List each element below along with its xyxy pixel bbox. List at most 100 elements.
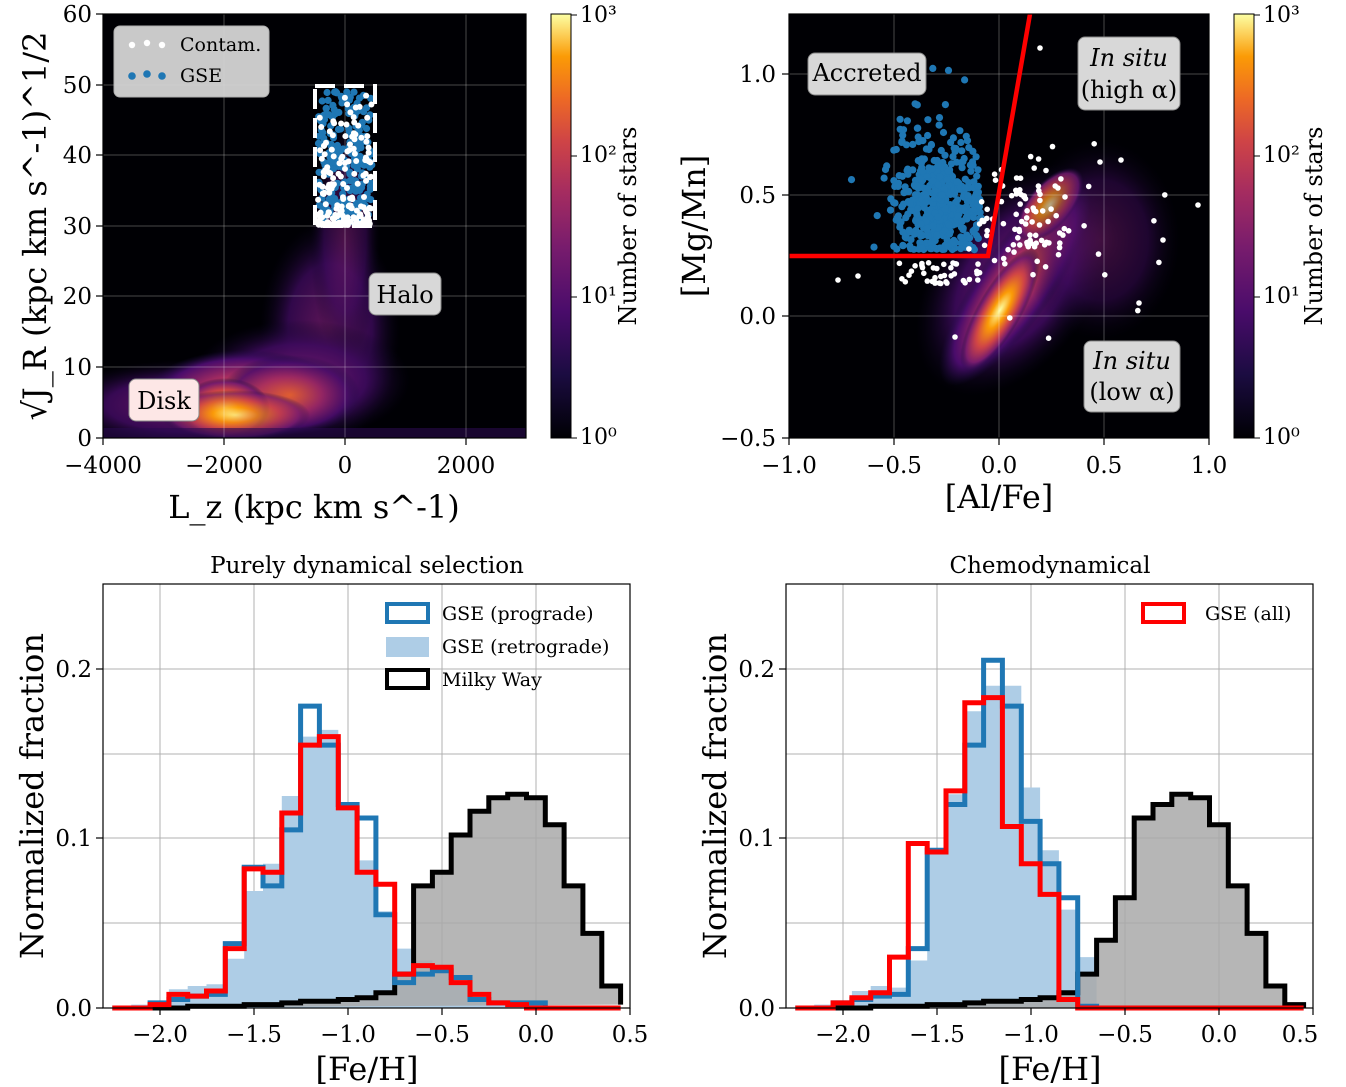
gse-point [976,208,984,216]
contam-point [363,92,370,99]
contam-point [1043,167,1049,174]
contam-point [1000,255,1007,262]
contam-point [1010,242,1017,248]
hist-series-gse-retrograde- [112,729,621,1008]
gse-point [924,224,932,232]
contam-point [339,153,346,160]
panel-b: Accreted In situ (high α) In situ (low α… [675,3,1328,516]
gse-point [348,176,357,185]
gse-point [324,96,332,104]
contam-point [321,142,327,149]
ytick-label: 0.5 [739,183,776,209]
colorbar-b [1233,13,1255,439]
colorbar-b-tick-label: 10² [1263,143,1300,168]
gse-point [929,222,937,230]
contam-point [1081,223,1087,229]
contam-point [1151,218,1157,224]
gse-point [896,115,904,123]
contam-point [912,263,918,269]
contam-point [331,120,338,127]
panel-d-xticklabels: −2.0 −1.5 −1.0 −0.5 0.0 0.5 [815,1022,1318,1048]
contam-point [351,170,358,177]
annotation-accreted-text: Accreted [811,59,921,87]
ytick-label: 0.1 [55,826,92,852]
gse-point [323,88,331,97]
contam-point [328,146,335,153]
panel-b-ylabel: [Mg/Mn] [675,155,713,297]
hist-series-gse-light-blue-fill- [795,685,1304,1008]
annotation-insitu-low-line1: In situ [1092,347,1171,375]
contam-point [974,270,980,277]
gse-point [924,232,932,240]
gse-point [898,203,906,211]
gse-point [951,198,960,207]
contam-point [1005,246,1011,253]
gse-point [949,153,957,161]
panel-c: Purely dynamical selection GSE (prograde… [13,553,648,1087]
gse-point [335,108,343,116]
gse-point [315,132,323,140]
contam-point [321,189,328,196]
contam-point [1022,221,1029,227]
contam-point [1062,194,1068,200]
colorbar-b-ticks [1254,14,1260,439]
contam-point [318,155,325,162]
contam-point [1027,153,1034,160]
contam-point [337,209,344,216]
gse-point [944,66,953,74]
annotation-accreted: Accreted [807,52,927,96]
contam-point [320,173,327,180]
legend-c-label-milkyway: Milky Way [442,669,542,691]
contam-point [1007,315,1013,321]
gse-point [899,242,907,250]
contam-point [966,246,972,252]
legend-c-marker-milkyway [385,668,430,690]
legend-c-marker-prograde [385,602,430,624]
gse-point [958,147,966,155]
xtick-label: −4000 [64,453,142,479]
annotation-insitu-high: In situ (high α) [1077,36,1181,111]
contam-point [1016,226,1022,233]
xtick-label: −2.0 [132,1022,188,1048]
gse-point [956,127,964,135]
gse-point [899,126,908,134]
gse-point [954,212,962,220]
panel-c-xlabel: [Fe/H] [315,1050,418,1087]
legend-marker-gse [128,70,166,80]
ytick-label: 0.0 [738,996,775,1022]
gse-point [907,236,915,244]
legend-c-marker-retrograde [386,637,429,657]
gse-point [938,191,946,199]
hist-series-gse-red- [112,734,621,1011]
gse-point [322,104,330,112]
contam-point [365,213,372,220]
xtick-label: −0.5 [414,1022,470,1048]
contam-point [322,201,329,208]
panel-d-xlabel: [Fe/H] [998,1050,1101,1087]
contam-point [919,262,925,269]
contam-point [344,185,350,191]
contam-point [1039,208,1046,214]
contam-point [975,261,981,267]
contam-point [324,219,331,226]
ytick-label: 0.2 [738,657,775,683]
gse-point [352,187,360,195]
gse-point [332,88,340,96]
gse-point [362,124,371,133]
colorbar-a-ticks [571,14,577,439]
contam-point [351,150,358,157]
panel-b-ticks [782,73,1210,445]
panel-c-xticklabels: −2.0 −1.5 −1.0 −0.5 0.0 0.5 [132,1022,648,1048]
contam-point [358,134,365,141]
gse-point [900,189,908,197]
colorbar-a [550,13,572,439]
panel-c-title: Purely dynamical selection [210,553,524,579]
gse-point [969,161,977,169]
ytick-label: 0.1 [738,826,775,852]
gse-point [334,125,343,133]
gse-point [873,212,881,220]
contam-point [1048,206,1054,212]
ytick-label: 30 [63,214,92,240]
contam-point [1091,141,1097,147]
panel-c-ylabel: Normalized fraction [13,633,51,959]
